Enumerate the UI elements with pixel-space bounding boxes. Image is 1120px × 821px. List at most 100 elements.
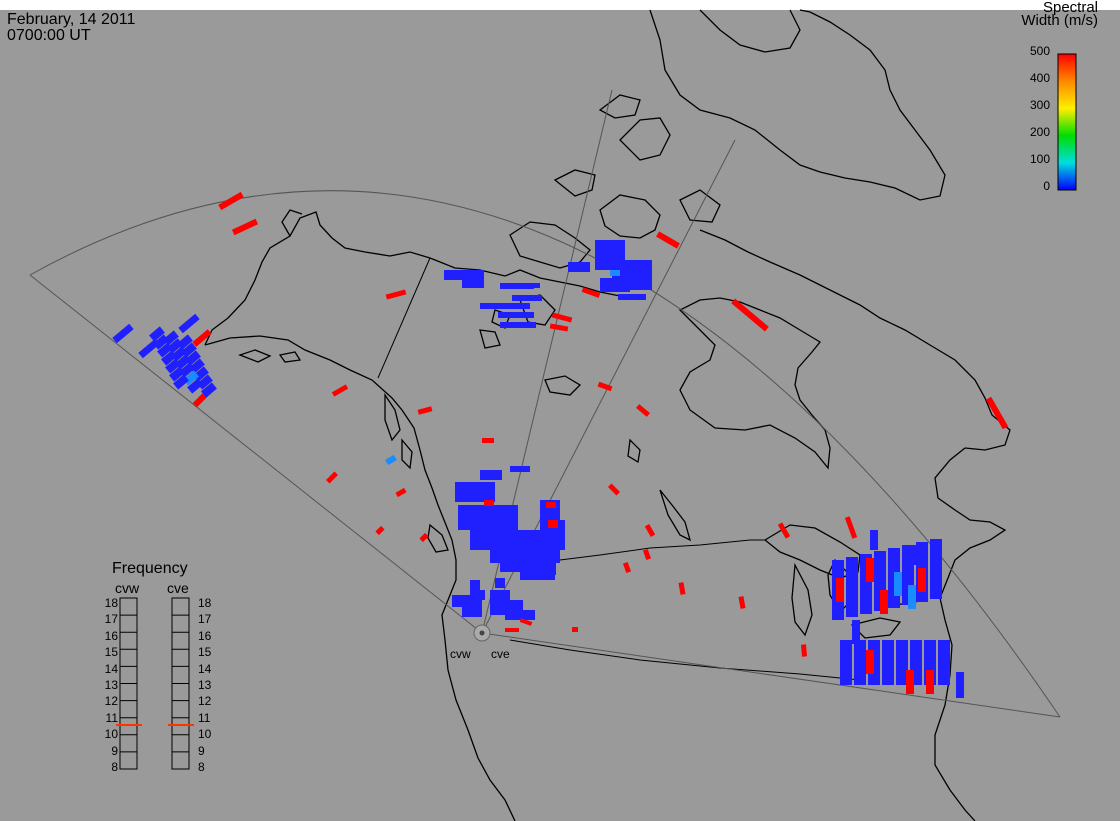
scatter-cell <box>331 384 349 397</box>
scatter-cell <box>572 627 578 632</box>
scatter-cell <box>644 524 656 537</box>
scatter-cell <box>548 520 558 528</box>
colorbar-tick: 0 <box>1043 179 1050 193</box>
frequency-gauges <box>116 597 194 770</box>
scatter-cell <box>519 618 533 626</box>
scatter-cell <box>385 454 397 466</box>
scatter-cell <box>610 270 620 276</box>
scatter-cell <box>930 539 942 599</box>
scatter-cell <box>462 280 484 288</box>
scatter-cell <box>731 298 769 332</box>
scatter-cell <box>419 532 429 543</box>
scatter-cell <box>894 572 902 596</box>
colorbar-title-line1: Spectral <box>1042 0 1098 16</box>
scatter-cell <box>458 505 518 530</box>
frequency-tick-left: 12 <box>104 694 118 709</box>
scatter-cell <box>495 578 505 588</box>
scatter-cell <box>912 545 920 565</box>
scatter-cell <box>201 382 217 398</box>
radar-fov <box>29 89 1061 718</box>
scatter-cell <box>896 640 908 685</box>
scatter-cell <box>505 628 519 632</box>
frequency-tick-right: 15 <box>198 645 212 660</box>
scatter-cell <box>169 366 185 382</box>
scatter-cell <box>800 644 808 657</box>
scatter-cell <box>581 287 601 298</box>
frequency-tick-left: 17 <box>104 612 118 627</box>
scatter-cell <box>192 329 212 347</box>
colorbar-title-line2: Width (m/s) <box>1021 12 1098 29</box>
frequency-title: Frequency <box>112 560 188 577</box>
frequency-tick-right: 11 <box>198 710 211 725</box>
date-label: February, 14 2011 <box>7 11 136 28</box>
scatter-cell <box>866 650 874 674</box>
scatter-cell <box>375 525 385 536</box>
colorbar-tick: 400 <box>1029 71 1050 85</box>
scatter-cell <box>515 610 535 620</box>
colorbar-tick: 100 <box>1029 152 1050 166</box>
scatter-cell <box>852 620 860 644</box>
scatter-cell <box>138 338 160 359</box>
time-label: 0700:00 UT <box>7 27 91 44</box>
scatter-cell <box>218 191 244 211</box>
scatter-cell <box>551 312 573 323</box>
frequency-tick-right: 16 <box>198 628 212 643</box>
scatter-cell <box>906 670 914 694</box>
scatter-cell <box>512 295 542 301</box>
scatter-cell <box>165 358 181 374</box>
frequency-tick-left: 11 <box>105 710 118 725</box>
frequency-tick-right: 8 <box>198 760 205 774</box>
frequency-tick-left: 15 <box>104 645 118 660</box>
scatter-cell <box>844 516 858 539</box>
scatter-cell <box>985 396 1009 430</box>
frequency-tick-right: 14 <box>198 661 212 676</box>
scatter-cell <box>500 322 536 328</box>
scatter-cell <box>112 323 134 344</box>
frequency-tick-right: 18 <box>198 596 212 610</box>
scatter-cell <box>656 231 680 249</box>
scatter-cell <box>642 548 652 561</box>
scatter-cell <box>480 470 502 480</box>
frequency-tick-left: 8 <box>111 760 118 774</box>
scatter-cell <box>836 578 844 602</box>
scatter-cell <box>470 580 480 590</box>
scatter-cell <box>510 466 530 472</box>
scatter-cell <box>325 471 339 484</box>
scatter-cell <box>536 560 556 575</box>
frequency-tick-left: 9 <box>111 743 118 758</box>
frequency-tick-left: 14 <box>104 661 118 676</box>
scatter-cell <box>462 605 482 617</box>
colorbar <box>1057 53 1077 191</box>
scatter-cell <box>549 323 569 332</box>
scatter-cell <box>597 381 613 392</box>
scatter-cell <box>498 312 534 318</box>
scatter-cell <box>484 500 494 506</box>
borders <box>377 257 861 681</box>
scatter-cell <box>385 289 407 300</box>
frequency-tick-right: 9 <box>198 743 205 758</box>
frequency-tick-left: 10 <box>104 727 118 742</box>
scatter-cell <box>149 326 165 342</box>
scatter-cell <box>870 530 878 550</box>
scatter-cell <box>956 672 964 698</box>
scatter-cell <box>482 438 494 443</box>
scatter-cell <box>520 283 540 288</box>
scatter-cell <box>178 313 200 334</box>
radar-scatter <box>112 191 1009 698</box>
scatter-cell <box>618 294 646 300</box>
scatter-cell <box>470 590 485 600</box>
frequency-tick-right: 10 <box>198 727 212 742</box>
scatter-cell <box>157 342 173 358</box>
scatter-cell <box>607 483 621 496</box>
site-label-cve: cve <box>491 647 510 661</box>
scatter-cell <box>187 378 203 394</box>
cve-column-label: cve <box>167 580 189 596</box>
scatter-cell <box>840 640 852 685</box>
scatter-cell <box>480 303 530 309</box>
scatter-cell <box>854 640 866 685</box>
frequency-tick-left: 18 <box>104 596 118 610</box>
scatter-cell <box>500 283 534 289</box>
scatter-cell <box>777 522 791 539</box>
coastlines <box>204 9 1011 821</box>
frequency-tick-right: 13 <box>198 678 212 692</box>
